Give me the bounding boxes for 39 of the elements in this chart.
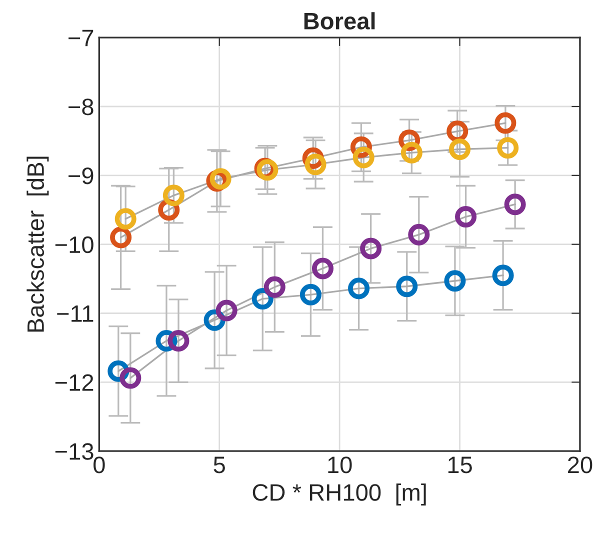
point	[348, 278, 370, 300]
point	[114, 208, 136, 230]
point	[300, 284, 322, 306]
y-tick-label: −11	[57, 306, 94, 322]
point	[120, 367, 142, 389]
point	[210, 168, 232, 190]
point	[352, 146, 374, 168]
y-tick-label: −12	[55, 374, 94, 391]
x-tick-label: 15	[448, 456, 472, 474]
chart-title: Boreal	[304, 12, 375, 30]
x-axis-title: CD * RH100 [m]	[252, 484, 426, 506]
point	[504, 194, 526, 216]
x-tick-label: 10	[328, 456, 352, 474]
x-tick-label: 5	[214, 456, 225, 474]
point	[360, 238, 382, 260]
y-tick-label: −13	[55, 443, 94, 460]
point	[494, 112, 516, 134]
point	[497, 137, 519, 159]
point	[312, 258, 334, 280]
point	[444, 270, 466, 292]
x-tick-label: 0	[94, 456, 105, 474]
y-axis-title: Backscatter [dB]	[26, 156, 49, 332]
point	[492, 264, 514, 286]
y-tick-label: −9	[68, 167, 94, 184]
point	[168, 330, 190, 352]
point	[264, 276, 286, 298]
y-tick-label: −8	[68, 98, 94, 116]
y-tick-label: −10	[55, 236, 94, 254]
x-tick-label: 20	[568, 456, 592, 474]
point	[408, 224, 430, 246]
point	[162, 184, 184, 206]
point	[216, 300, 238, 322]
point	[455, 206, 477, 228]
point	[400, 142, 422, 164]
point	[304, 154, 326, 176]
point	[396, 276, 418, 298]
point	[449, 138, 471, 160]
point	[110, 226, 132, 248]
y-tick-label: −7	[68, 30, 94, 46]
